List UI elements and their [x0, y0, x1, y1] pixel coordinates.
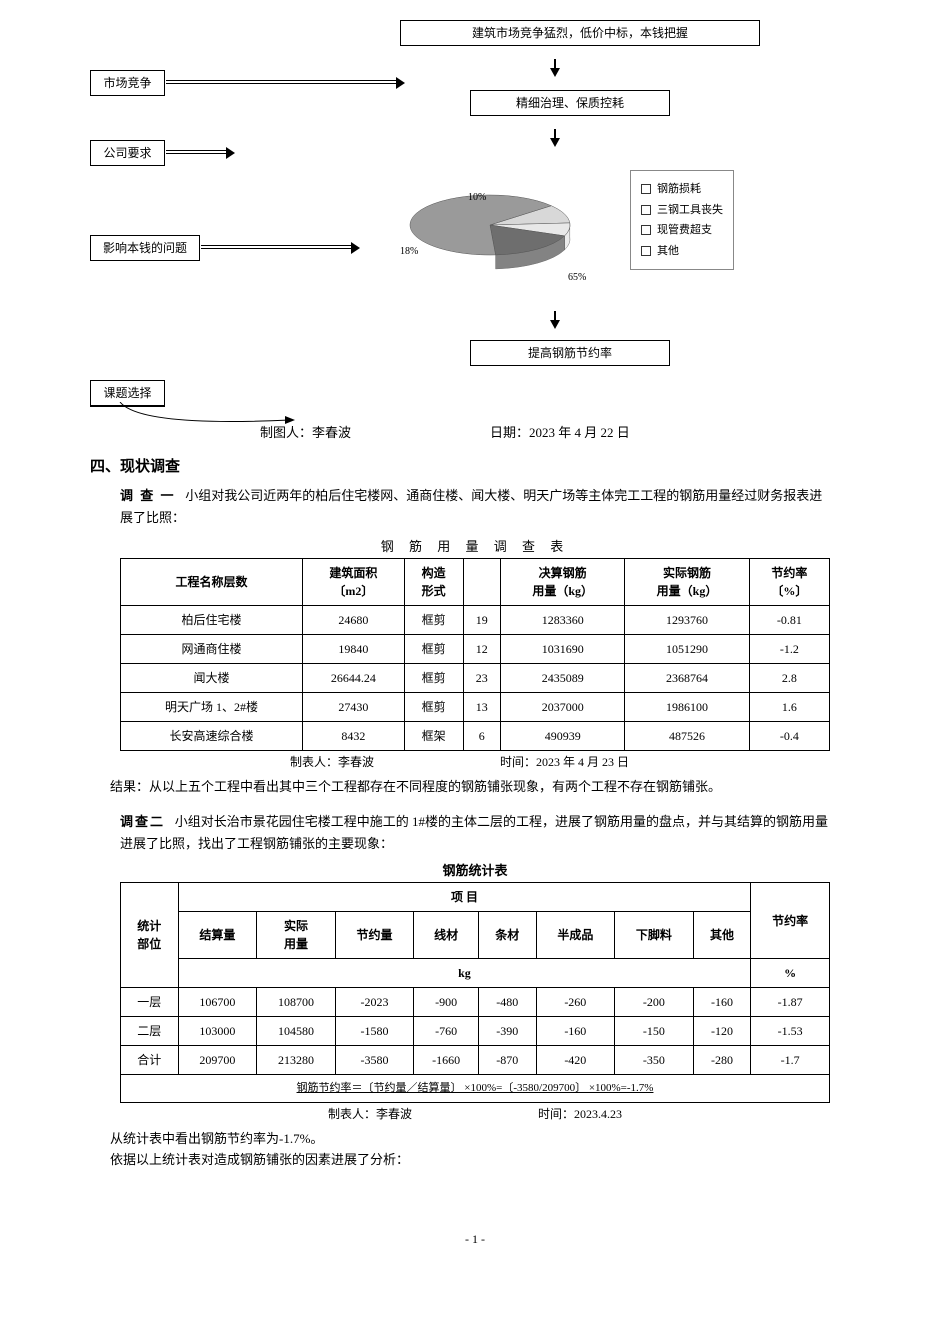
table-row: 网通商住楼19840框剪1210316901051290-1.2 — [121, 635, 830, 664]
pie-legend: 钢筋损耗三钢工具丧失现管费超支其他 — [630, 170, 734, 270]
table-row: 二层103000104580-1580-760-390-160-150-120-… — [121, 1017, 830, 1046]
survey2-note2: 依据以上统计表对造成钢筋铺张的因素进展了分析： — [110, 1150, 840, 1170]
survey1-text: 小组对我公司近两年的柏后住宅楼网、通商住楼、闻大楼、明天广场等主体完工工程的钢筋… — [120, 488, 822, 525]
table1-date: 时间：2023 年 4 月 23 日 — [500, 755, 629, 769]
survey2-text: 小组对长治市景花园住宅楼工程中施工的 1#楼的主体二层的工程，进展了钢筋用量的盘… — [120, 814, 828, 851]
table-header — [463, 559, 500, 606]
survey2-note1: 从统计表中看出钢筋节约率为-1.7%。 — [110, 1129, 840, 1149]
arrow-down-icon — [550, 138, 560, 147]
left-box-cost: 影响本钱的问题 — [90, 235, 200, 261]
formula-cell: 钢筋节约率＝〔节约量／结算量〕 ×100%=〔-3580/209700〕 ×10… — [121, 1075, 830, 1103]
table-header: 决算钢筋用量（kg） — [501, 559, 625, 606]
table-header: 线材 — [414, 912, 479, 959]
table-row: 明天广场 1、2#楼27430框剪13203700019861001.6 — [121, 693, 830, 722]
pie-label: 10% — [468, 190, 486, 205]
survey2-label: 调查二 — [120, 814, 165, 829]
table2-title: 钢筋统计表 — [90, 861, 860, 881]
table1: 工程名称层数建筑面积〔m2〕构造形式决算钢筋用量（kg）实际钢筋用量（kg）节约… — [120, 558, 830, 751]
survey1-label: 调 查 一 — [120, 488, 176, 503]
table-header: 条材 — [478, 912, 536, 959]
survey1-block: 调 查 一 小组对我公司近两年的柏后住宅楼网、通商住楼、闻大楼、明天广场等主体完… — [120, 485, 830, 529]
pie-chart — [390, 180, 590, 280]
table1-author: 制表人：李春波 — [290, 755, 374, 769]
legend-item: 现管费超支 — [641, 222, 723, 239]
legend-item: 三钢工具丧失 — [641, 202, 723, 219]
table-row: 闻大楼26644.24框剪23243508923687642.8 — [121, 664, 830, 693]
section-title: 四、现状调查 — [90, 456, 860, 479]
page-number: - 1 - — [90, 1230, 860, 1248]
double-arrow-icon — [166, 80, 396, 84]
diagram-box-top: 建筑市场竞争猛烈，低价中标，本钱把握 — [400, 20, 760, 46]
diagram-box-mid: 精细治理、保质控耗 — [470, 90, 670, 116]
table-header: % — [751, 959, 830, 988]
table2-date: 时间：2023.4.23 — [538, 1107, 622, 1121]
table-header: 下脚料 — [615, 912, 694, 959]
pie-label: 18% — [400, 244, 418, 259]
table-header: 节约率〔%〕 — [749, 559, 829, 606]
double-arrow-icon — [166, 150, 226, 154]
table-header: 节约量 — [335, 912, 414, 959]
table-header: kg — [178, 959, 751, 988]
table-row: 长安高速综合楼8432框架6490939487526-0.4 — [121, 722, 830, 751]
diagram-box-bottom: 提高钢筋节约率 — [470, 340, 670, 366]
table-header: 实际钢筋用量（kg） — [625, 559, 749, 606]
table-row: 柏后住宅楼24680框剪1912833601293760-0.81 — [121, 606, 830, 635]
table-header: 结算量 — [178, 912, 257, 959]
legend-item: 钢筋损耗 — [641, 181, 723, 198]
left-box-company: 公司要求 — [90, 140, 165, 166]
table-header: 半成品 — [536, 912, 615, 959]
arrow-down-icon — [550, 320, 560, 329]
table-header: 实际用量 — [257, 912, 336, 959]
table-header: 节约率 — [751, 883, 830, 959]
survey2-block: 调查二 小组对长治市景花园住宅楼工程中施工的 1#楼的主体二层的工程，进展了钢筋… — [120, 811, 830, 855]
diagram-date: 日期：2023 年 4 月 22 日 — [490, 423, 630, 443]
left-box-market: 市场竞争 — [90, 70, 165, 96]
legend-item: 其他 — [641, 243, 723, 260]
table-header: 建筑面积〔m2〕 — [302, 559, 404, 606]
diagram-author: 制图人：李春波 — [260, 423, 351, 443]
table-header: 其他 — [693, 912, 751, 959]
survey1-result: 结果：从以上五个工程中看出其中三个工程都存在不同程度的钢筋铺张现象，有两个工程不… — [110, 777, 840, 797]
double-arrow-icon — [201, 245, 351, 249]
table-header: 构造形式 — [404, 559, 463, 606]
table-header: 项 目 — [178, 883, 751, 912]
table2: 统计部位项 目节约率 结算量实际用量节约量线材条材半成品下脚料其他kg%一层106… — [120, 882, 830, 1103]
flow-diagram: 建筑市场竞争猛烈，低价中标，本钱把握 精细治理、保质控耗 10% 18% 65%… — [90, 20, 860, 450]
table-header: 统计部位 — [121, 883, 179, 988]
table2-author: 制表人：李春波 — [328, 1107, 412, 1121]
table-row: 一层106700108700-2023-900-480-260-200-160-… — [121, 988, 830, 1017]
table1-title: 钢 筋 用 量 调 查 表 — [90, 537, 860, 557]
table-row: 合计209700213280-3580-1660-870-420-350-280… — [121, 1046, 830, 1075]
arrow-down-icon — [550, 68, 560, 77]
pie-label: 65% — [568, 270, 586, 285]
table-header: 工程名称层数 — [121, 559, 303, 606]
